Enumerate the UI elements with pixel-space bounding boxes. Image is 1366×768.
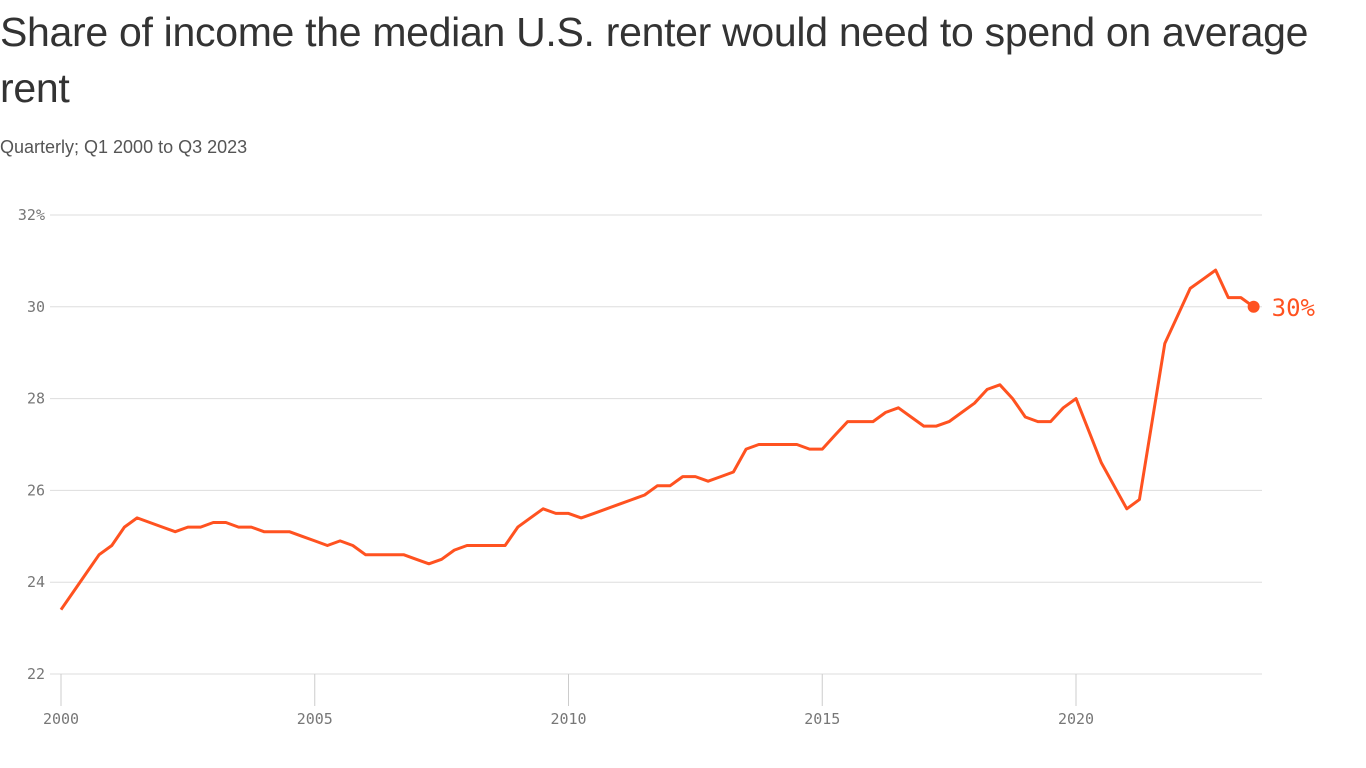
series-line xyxy=(59,268,1255,611)
y-tick-label: 22 xyxy=(27,665,45,683)
y-tick-label: 32% xyxy=(18,206,45,224)
x-tick-label: 2020 xyxy=(1058,710,1094,728)
end-value-label: 30% xyxy=(1272,294,1316,322)
y-tick-label: 28 xyxy=(27,390,45,408)
end-point-marker xyxy=(1247,300,1260,313)
x-tick-label: 2000 xyxy=(43,710,79,728)
chart-title: Share of income the median U.S. renter w… xyxy=(0,9,1309,111)
chart-subtitle: Quarterly; Q1 2000 to Q3 2023 xyxy=(0,137,248,157)
y-tick-label: 24 xyxy=(27,573,45,591)
x-tick-label: 2010 xyxy=(550,710,586,728)
x-tick-label: 2015 xyxy=(804,710,840,728)
y-tick-label: 30 xyxy=(27,298,45,316)
y-tick-label: 26 xyxy=(27,481,45,499)
x-tick-label: 2005 xyxy=(297,710,333,728)
